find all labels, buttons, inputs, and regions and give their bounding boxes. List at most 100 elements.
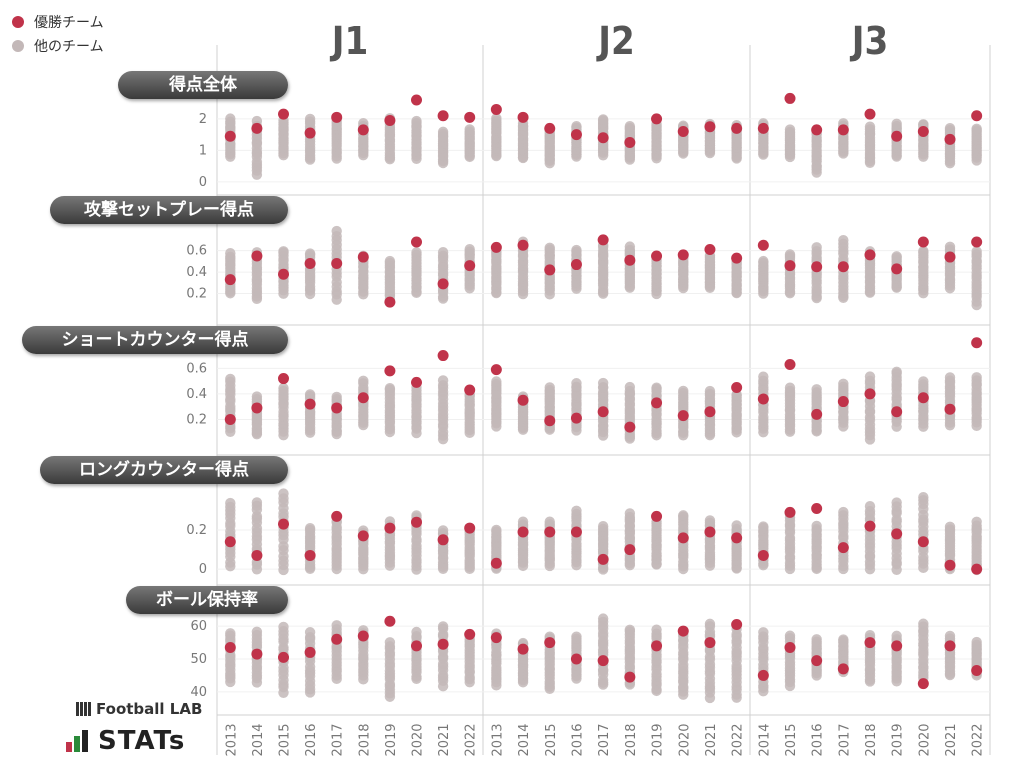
other-team-point [971, 246, 982, 257]
winner-point [304, 398, 316, 410]
winner-point [677, 125, 689, 137]
winner-point [304, 549, 316, 561]
x-tick-label: 2019 [891, 723, 906, 756]
winner-point [917, 236, 929, 248]
winner-point [651, 250, 663, 262]
winner-point [304, 257, 316, 269]
other-team-point [384, 637, 396, 648]
other-team-point [491, 113, 502, 124]
other-team-point [225, 497, 236, 509]
winner-point [811, 124, 823, 136]
other-team-point [811, 634, 822, 645]
winner-point [384, 615, 396, 627]
winner-point [597, 655, 609, 667]
legend-item-others[interactable]: 他のチーム [12, 34, 104, 58]
y-tick-label: 0 [199, 175, 207, 190]
x-tick-label: 2015 [544, 723, 559, 756]
winner-point [331, 111, 343, 123]
other-team-point [971, 372, 982, 383]
winner-point [917, 125, 929, 137]
other-team-point [571, 378, 582, 389]
other-team-point [731, 520, 742, 531]
winner-point [278, 108, 289, 120]
other-team-point [891, 251, 902, 262]
x-tick-label: 2019 [384, 723, 399, 756]
other-team-point [225, 628, 236, 639]
winner-point [251, 402, 263, 414]
other-team-point [384, 383, 396, 394]
winner-point [677, 410, 689, 422]
panel-1: 0 1 2 [199, 92, 990, 190]
other-team-point [838, 506, 849, 518]
winner-point [384, 296, 396, 308]
winner-point [251, 549, 263, 561]
other-team-point [651, 624, 662, 635]
other-team-point [544, 382, 555, 393]
x-tick-label: 2016 [304, 723, 319, 756]
other-team-point [437, 375, 449, 386]
winner-point [597, 234, 609, 246]
winner-point [517, 111, 529, 123]
winner-point [357, 630, 369, 642]
winner-point [864, 249, 876, 261]
winner-point [837, 396, 849, 408]
winner-point [464, 111, 476, 123]
winner-point [677, 625, 689, 637]
winner-point [837, 261, 849, 273]
winner-point [437, 350, 449, 362]
other-team-point [597, 114, 609, 125]
x-tick-label: 2015 [784, 723, 799, 756]
winner-point [811, 655, 823, 667]
winner-point [917, 392, 929, 404]
y-tick-label: 0.2 [186, 412, 207, 427]
winner-point [677, 532, 689, 544]
other-team-point [411, 247, 422, 258]
y-tick-label: 0.4 [186, 387, 207, 402]
winner-point [490, 557, 502, 569]
other-team-point [971, 636, 982, 648]
other-team-point [838, 634, 849, 645]
winner-point [570, 653, 582, 665]
other-team-point [304, 248, 316, 259]
football-lab-logo: Football LAB [76, 700, 202, 718]
winner-point [411, 236, 422, 248]
winner-point [624, 544, 636, 556]
winner-point [357, 124, 369, 136]
x-tick-label: 2017 [837, 723, 852, 756]
winner-point [224, 130, 236, 142]
winner-point [651, 510, 663, 522]
league-title-j3: J3 [850, 19, 889, 63]
winner-point [837, 663, 849, 675]
winner-point [384, 114, 396, 126]
other-team-point [411, 626, 422, 638]
other-team-point [304, 113, 316, 125]
winner-point [837, 124, 849, 136]
legend: 優勝チーム 他のチーム [12, 10, 104, 58]
x-tick-label: 2018 [357, 723, 372, 756]
x-tick-label: 2021 [704, 723, 719, 756]
winner-point [278, 651, 289, 663]
winner-point [811, 503, 823, 515]
winner-point [944, 251, 956, 263]
grid [216, 45, 991, 755]
legend-item-winner[interactable]: 優勝チーム [12, 10, 104, 34]
winner-point [891, 130, 903, 142]
other-team-point [464, 124, 475, 135]
winner-point [597, 132, 609, 144]
other-team-point [624, 508, 636, 519]
panel-label-5: ボール保持率 [126, 586, 288, 614]
stats-logo-text: STATs [98, 726, 186, 756]
other-team-point [437, 525, 449, 536]
x-tick-label: 2018 [624, 723, 639, 756]
winner-point [544, 415, 556, 427]
winner-point [971, 110, 983, 122]
y-tick-label: 0.4 [186, 265, 207, 280]
other-team-point [624, 381, 636, 393]
winner-point [517, 239, 529, 251]
other-team-point [225, 247, 236, 259]
other-team-point [571, 505, 582, 517]
winner-point [570, 412, 582, 424]
x-tick-label: 2020 [677, 723, 692, 756]
winner-point [864, 108, 876, 120]
winner-point [731, 252, 743, 264]
